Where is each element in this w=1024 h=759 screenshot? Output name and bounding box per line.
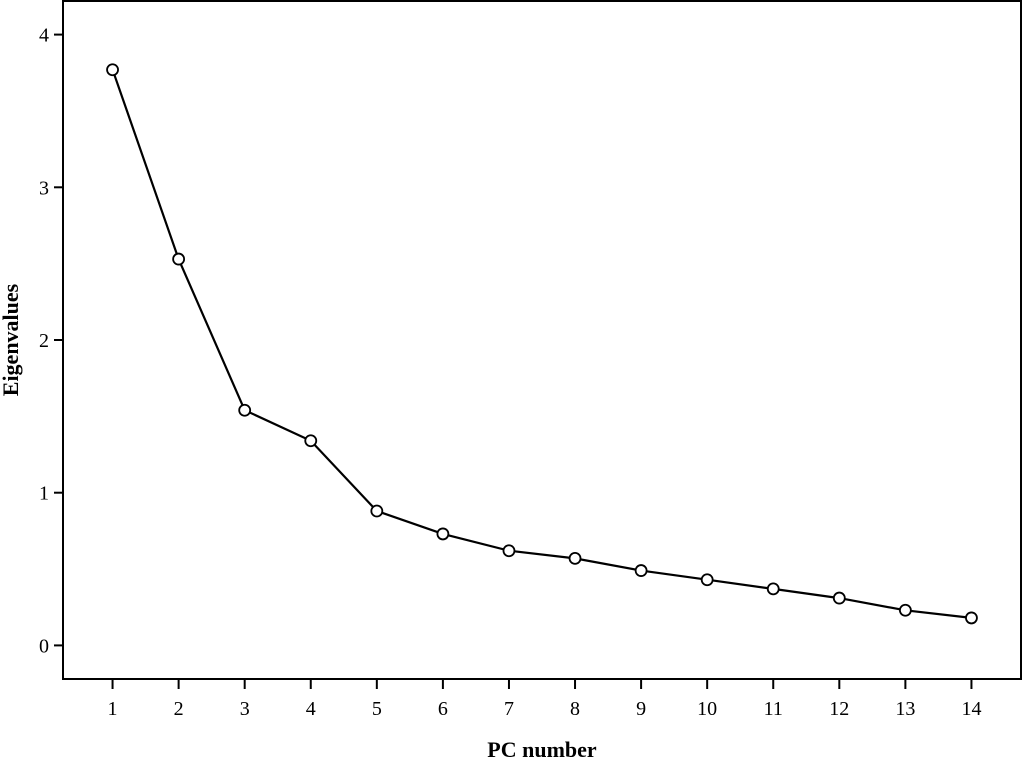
x-tick-label: 2 <box>174 698 184 720</box>
data-point-pc-4 <box>304 434 318 448</box>
x-axis: 1 2 3 4 5 6 7 8 9 10 11 12 13 14 <box>108 679 981 720</box>
x-tick-label: 5 <box>372 698 382 720</box>
x-tick-label: 11 <box>764 698 783 720</box>
series-line <box>111 69 972 619</box>
data-point-pc-3 <box>238 403 252 417</box>
data-point-pc-1 <box>106 63 119 77</box>
x-tick-label: 14 <box>961 698 981 720</box>
x-tick-label: 6 <box>438 698 448 720</box>
data-point-pc-2 <box>172 252 186 266</box>
y-tick-label: 2 <box>39 330 49 352</box>
data-point-pc-10 <box>700 573 714 587</box>
data-point-pc-11 <box>766 582 780 596</box>
y-tick-label: 0 <box>39 635 49 657</box>
data-point-pc-6 <box>436 527 450 541</box>
x-tick-label: 8 <box>570 698 580 720</box>
plot-frame <box>62 0 1022 680</box>
data-point-pc-13 <box>898 603 912 617</box>
x-tick-label: 13 <box>895 698 915 720</box>
data-point-pc-14 <box>965 611 978 625</box>
x-tick-label: 4 <box>306 698 316 720</box>
y-tick-label: 4 <box>39 25 49 47</box>
data-point-pc-12 <box>832 591 846 605</box>
x-tick-label: 7 <box>504 698 514 720</box>
y-tick-label: 3 <box>39 177 49 199</box>
y-tick-label: 1 <box>39 483 49 505</box>
data-point-pc-9 <box>634 564 648 577</box>
x-tick-label: 12 <box>829 698 849 720</box>
x-tick-label: 1 <box>108 698 118 720</box>
series-group <box>106 63 978 625</box>
y-axis: 0 1 2 3 4 <box>39 25 63 657</box>
data-point-pc-5 <box>370 504 384 518</box>
x-tick-label: 9 <box>636 698 646 720</box>
x-tick-label: 3 <box>240 698 250 720</box>
data-point-pc-7 <box>502 544 516 558</box>
x-tick-label: 10 <box>697 698 717 720</box>
x-axis-title: PC number <box>487 737 597 759</box>
y-axis-title: Eigenvalues <box>0 283 23 396</box>
data-point-pc-8 <box>568 551 582 565</box>
